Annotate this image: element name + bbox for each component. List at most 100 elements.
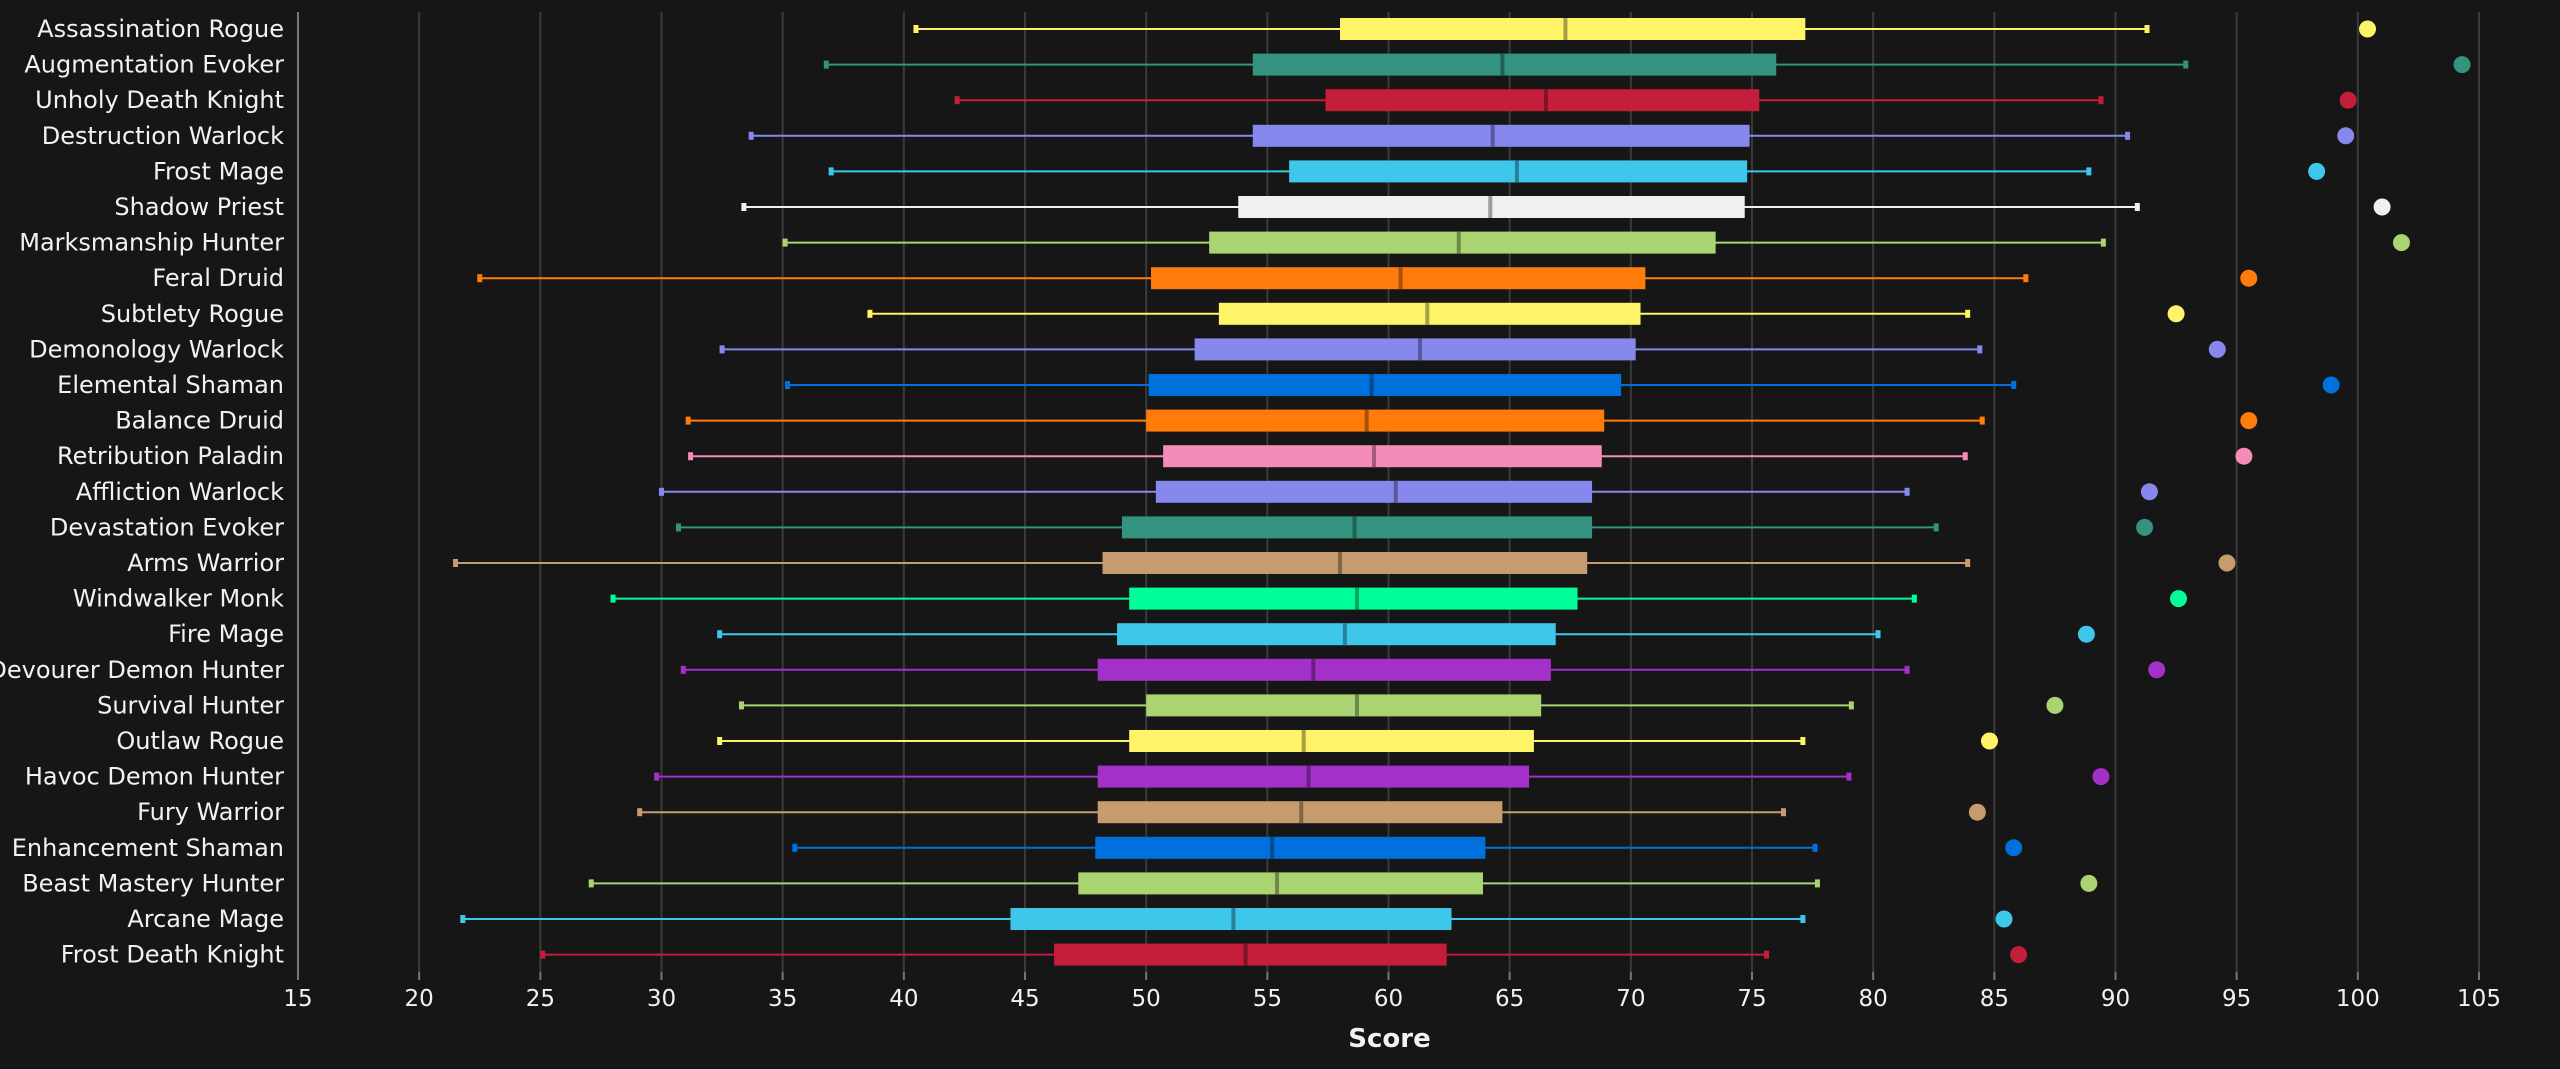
outlier-point xyxy=(2005,839,2023,857)
whisker-cap-min xyxy=(954,96,960,105)
whisker-cap-max xyxy=(2100,238,2106,247)
whisker-cap-max xyxy=(2098,96,2104,105)
x-tick-label: 55 xyxy=(1253,986,1282,1012)
outlier-point xyxy=(2010,946,2028,964)
x-tick-label: 95 xyxy=(2222,986,2251,1012)
outlier-point xyxy=(2453,56,2471,74)
median-line xyxy=(1514,160,1519,183)
box-iqr xyxy=(1097,658,1551,681)
outlier-point xyxy=(2092,768,2110,786)
whisker-cap-max xyxy=(1781,808,1787,817)
outlier-point xyxy=(2077,625,2095,643)
box-iqr xyxy=(1252,53,1777,76)
x-tick-label: 25 xyxy=(526,986,555,1012)
median-line xyxy=(1354,694,1359,717)
whisker-cap-max xyxy=(2086,167,2092,176)
box-iqr xyxy=(1010,908,1452,930)
box-iqr xyxy=(1194,338,1636,361)
box-marks xyxy=(453,18,2471,966)
box-iqr xyxy=(1146,694,1542,717)
box-iqr xyxy=(1163,445,1602,468)
outlier-point xyxy=(2235,447,2253,465)
whisker-cap-max xyxy=(1904,665,1910,674)
box-row xyxy=(685,409,2258,432)
x-tick-label: 105 xyxy=(2457,986,2501,1012)
box-row xyxy=(610,587,2188,610)
x-tick-label: 40 xyxy=(889,986,918,1012)
whisker-cap-max xyxy=(1800,915,1806,923)
whisker-cap-min xyxy=(637,808,643,817)
box-iqr xyxy=(1078,872,1484,895)
category-label: Enhancement Shaman xyxy=(12,834,284,862)
box-iqr xyxy=(1097,765,1530,788)
whisker-cap-min xyxy=(460,915,466,923)
category-label: Unholy Death Knight xyxy=(35,86,284,114)
whisker-cap-min xyxy=(680,665,686,674)
median-line xyxy=(1299,801,1304,824)
outlier-point xyxy=(2337,127,2355,145)
x-tick-label: 60 xyxy=(1374,986,1403,1012)
outlier-point xyxy=(2240,269,2258,287)
outlier-point xyxy=(2240,412,2258,430)
whisker-cap-min xyxy=(654,772,660,781)
category-label: Balance Druid xyxy=(115,407,284,435)
whisker-cap-min xyxy=(792,843,798,852)
median-line xyxy=(1369,374,1374,396)
x-tick-label: 20 xyxy=(405,986,434,1012)
category-label: Affliction Warlock xyxy=(76,478,284,506)
box-row xyxy=(741,196,2391,218)
box-row xyxy=(823,53,2471,76)
category-label: Shadow Priest xyxy=(114,193,284,221)
whisker-cap-max xyxy=(1933,523,1939,532)
outlier-point xyxy=(2373,198,2391,216)
x-tick-label: 50 xyxy=(1132,986,1161,1012)
whisker-cap-min xyxy=(719,345,725,354)
median-line xyxy=(1456,231,1461,254)
category-label: Outlaw Rogue xyxy=(116,727,284,755)
whisker-cap-min xyxy=(741,203,747,211)
box-iqr xyxy=(1095,836,1486,859)
median-line xyxy=(1352,516,1357,539)
box-row xyxy=(688,445,2253,468)
category-label: Beast Mastery Hunter xyxy=(22,869,284,897)
median-line xyxy=(1311,658,1316,681)
whisker-cap-min xyxy=(659,487,664,496)
whisker-cap-max xyxy=(1965,559,1971,567)
box-iqr xyxy=(1151,267,1646,290)
box-row xyxy=(654,765,2110,788)
whisker-cap-min xyxy=(823,60,829,69)
box-iqr xyxy=(1340,18,1806,40)
x-tick-label: 15 xyxy=(283,986,312,1012)
outlier-point xyxy=(2140,483,2158,501)
whisker-cap-min xyxy=(782,238,788,247)
box-row xyxy=(477,267,2258,290)
outlier-point xyxy=(2148,661,2166,679)
median-line xyxy=(1342,623,1347,646)
category-label: Augmentation Evoker xyxy=(24,51,284,79)
median-line xyxy=(1371,445,1376,468)
category-label: Frost Death Knight xyxy=(61,941,284,969)
category-label: Fury Warrior xyxy=(137,798,284,826)
outlier-point xyxy=(1968,803,1986,821)
median-line xyxy=(1425,302,1430,325)
category-label: Elemental Shaman xyxy=(57,371,284,399)
box-row xyxy=(913,18,2377,40)
whisker-cap-max xyxy=(2144,25,2150,33)
whisker-cap-max xyxy=(2183,60,2189,69)
median-line xyxy=(1301,730,1306,752)
box-iqr xyxy=(1148,374,1622,396)
box-row xyxy=(719,338,2226,361)
category-label: Survival Hunter xyxy=(97,691,284,719)
x-tick-label: 30 xyxy=(647,986,676,1012)
category-label: Frost Mage xyxy=(153,157,284,185)
box-row xyxy=(460,908,2013,930)
category-labels: Assassination Rogue Augmentation Evoker Un… xyxy=(0,15,284,969)
category-label: Fire Mage xyxy=(168,620,284,648)
outlier-point xyxy=(2322,376,2340,394)
outlier-point xyxy=(2308,162,2326,180)
median-line xyxy=(1354,587,1359,610)
median-line xyxy=(1306,765,1311,788)
x-axis-title: Score xyxy=(1348,1024,1430,1054)
whisker-cap-min xyxy=(588,879,594,888)
median-line xyxy=(1338,552,1343,574)
